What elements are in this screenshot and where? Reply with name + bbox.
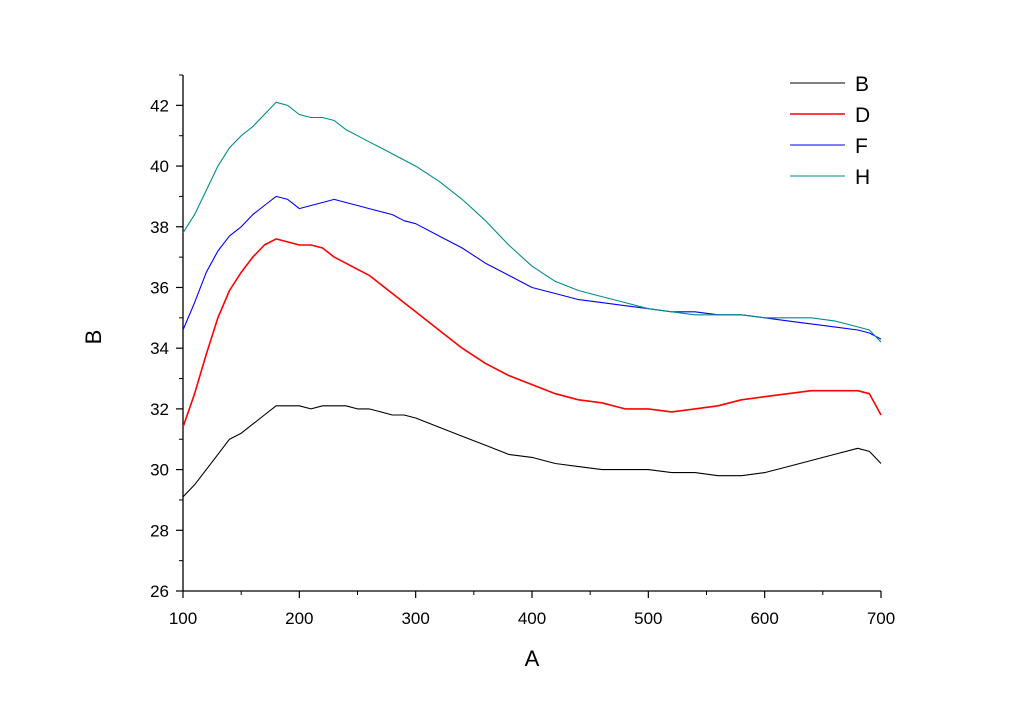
x-tick-label: 300 <box>401 609 429 628</box>
tick-labels: 100 200 300 400 500 600 700 26 28 30 32 34 36 38 40 42 <box>150 96 895 628</box>
x-axis-title: A <box>525 646 540 671</box>
series-lines <box>182 101 882 498</box>
series-line-D <box>182 238 882 428</box>
y-tick-label: 26 <box>150 582 169 601</box>
y-tick-label: 36 <box>150 278 169 297</box>
legend-label-H: H <box>855 166 870 189</box>
x-tick-label: 400 <box>518 609 546 628</box>
series-line-H <box>182 101 882 343</box>
y-tick-label: 42 <box>150 96 169 115</box>
y-tick-label: 38 <box>150 218 169 237</box>
x-tick-label: 700 <box>867 609 895 628</box>
legend-label-B: B <box>855 73 869 96</box>
x-tick-label: 600 <box>750 609 778 628</box>
axes <box>182 75 881 592</box>
y-tick-label: 28 <box>150 521 169 540</box>
legend-label-F: F <box>855 135 868 158</box>
x-tick-label: 200 <box>285 609 313 628</box>
y-tick-label: 32 <box>150 400 169 419</box>
series-line-B <box>182 405 882 498</box>
y-tick-label: 40 <box>150 157 169 176</box>
legend-label-D: D <box>855 104 870 127</box>
y-tick-label: 30 <box>150 461 169 480</box>
x-tick-label: 100 <box>169 609 197 628</box>
y-axis-title: B <box>81 330 106 345</box>
x-tick-label: 500 <box>634 609 662 628</box>
ticks <box>176 74 882 598</box>
y-tick-label: 34 <box>150 339 169 358</box>
